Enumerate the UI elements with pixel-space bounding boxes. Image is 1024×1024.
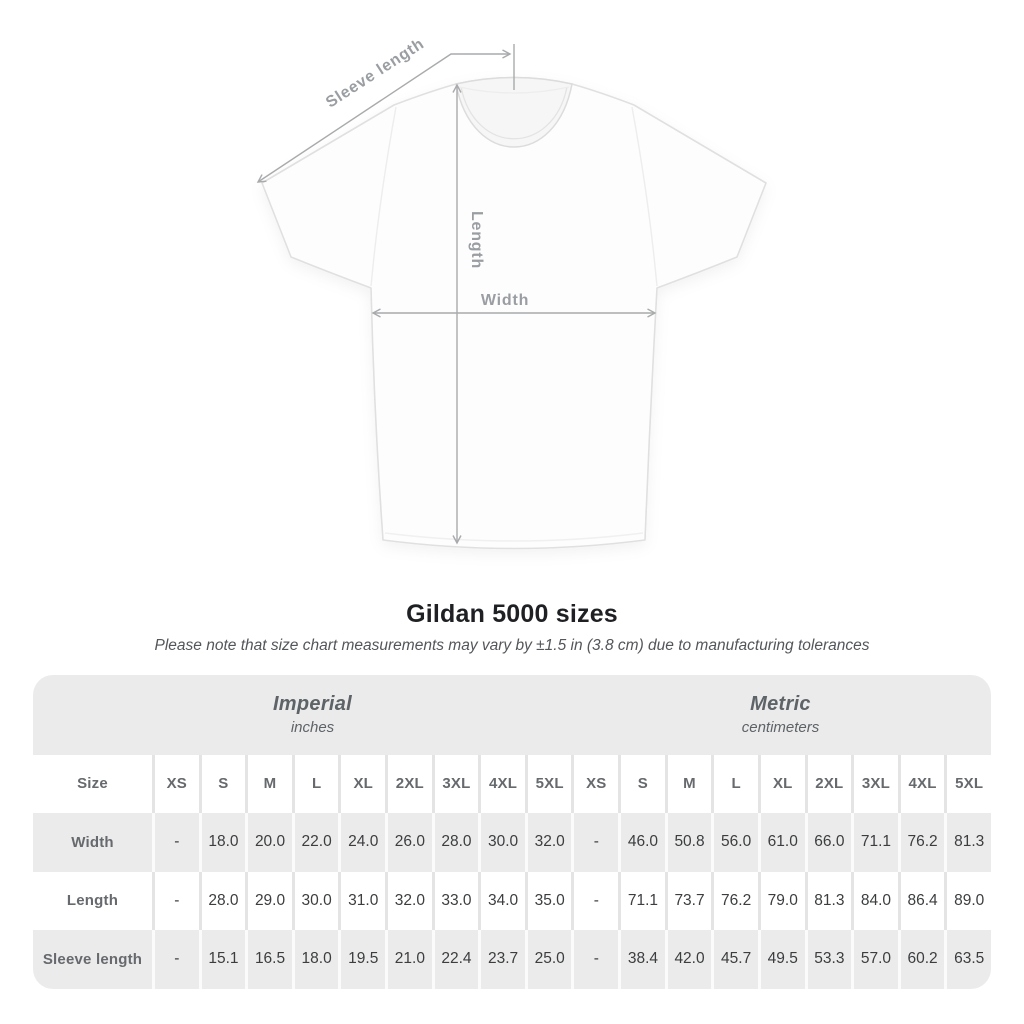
table-cell: 49.5 — [757, 930, 805, 989]
table-cell: 73.7 — [664, 871, 712, 931]
metric-size-header: 5XL — [944, 754, 991, 814]
tolerance-note: Please note that size chart measurements… — [154, 636, 870, 654]
table-cell: 25.0 — [524, 930, 572, 989]
table-cell: 81.3 — [804, 871, 852, 931]
imperial-size-header: XS — [152, 754, 199, 814]
imperial-header: Imperial inches — [33, 675, 578, 755]
table-cell: 24.0 — [338, 813, 385, 872]
imperial-size-header: L — [291, 754, 339, 814]
table-cell: 35.0 — [524, 871, 572, 931]
table-cell: 71.1 — [851, 813, 898, 872]
metric-size-header: S — [618, 754, 665, 814]
table-cell: 20.0 — [245, 813, 292, 872]
table-cell: - — [152, 813, 199, 872]
table-cell: 53.3 — [804, 930, 852, 989]
table-cell: 45.7 — [711, 930, 758, 989]
table-cell: 26.0 — [385, 813, 432, 872]
table-cell: 89.0 — [944, 871, 991, 931]
imperial-size-header: 5XL — [524, 754, 572, 814]
table-cell: 86.4 — [897, 871, 945, 931]
size-table: Imperial inches Metric centimeters Size … — [33, 674, 991, 989]
table-cell: 76.2 — [897, 813, 945, 872]
table-row-sleeve-length: Sleeve length - 15.1 16.5 18.0 19.5 21.0… — [33, 930, 991, 989]
imperial-size-header: 3XL — [431, 754, 479, 814]
table-cell: 33.0 — [431, 871, 479, 931]
imperial-size-header: 4XL — [478, 754, 525, 814]
table-cell: 57.0 — [851, 930, 898, 989]
imperial-size-header: S — [198, 754, 246, 814]
length-label: Length — [468, 211, 485, 269]
table-cell: 81.3 — [944, 813, 991, 872]
table-cell: 16.5 — [245, 930, 292, 989]
table-cell: 30.0 — [478, 813, 525, 872]
table-cell: 66.0 — [804, 813, 852, 872]
row-label: Width — [71, 833, 114, 851]
width-label: Width — [481, 292, 529, 309]
table-cell: 32.0 — [385, 871, 432, 931]
imperial-size-header: M — [245, 754, 292, 814]
table-cell: 22.0 — [291, 813, 339, 872]
table-cell: 29.0 — [245, 871, 292, 931]
metric-header: Metric centimeters — [578, 675, 991, 755]
tshirt-measurement-diagram: Sleeve length Length Width — [256, 35, 767, 550]
table-cell: 18.0 — [198, 813, 246, 872]
unit-header-row: Imperial inches Metric centimeters — [33, 674, 991, 755]
table-cell: 61.0 — [757, 813, 805, 872]
table-cell: 30.0 — [291, 871, 339, 931]
metric-size-header: M — [664, 754, 712, 814]
table-cell: - — [571, 930, 618, 989]
imperial-unit-label: inches — [290, 719, 335, 737]
imperial-size-header: 2XL — [385, 754, 432, 814]
table-cell: 60.2 — [897, 930, 945, 989]
metric-size-header: L — [711, 754, 758, 814]
sleeve-length-arrow — [256, 49, 512, 183]
table-cell: 19.5 — [338, 930, 385, 989]
table-cell: 28.0 — [198, 871, 246, 931]
table-cell: 42.0 — [664, 930, 712, 989]
table-cell: 56.0 — [711, 813, 758, 872]
table-cell: 34.0 — [478, 871, 525, 931]
table-cell: 18.0 — [291, 930, 339, 989]
metric-system-label: Metric — [750, 693, 811, 716]
table-row-width: Width - 18.0 20.0 22.0 24.0 26.0 28.0 30… — [33, 813, 991, 872]
table-cell: 21.0 — [385, 930, 432, 989]
table-cell: 28.0 — [431, 813, 479, 872]
table-cell: 22.4 — [431, 930, 479, 989]
table-cell: 63.5 — [944, 930, 991, 989]
hem-seam — [384, 532, 644, 542]
metric-size-header: XS — [571, 754, 618, 814]
table-cell: 46.0 — [618, 813, 665, 872]
size-header-row: Size XS S M L XL 2XL 3XL 4XL 5XL XS S M … — [33, 754, 991, 814]
table-cell: 38.4 — [618, 930, 665, 989]
table-cell: 84.0 — [851, 871, 898, 931]
table-cell: - — [152, 871, 199, 931]
table-cell: 71.1 — [618, 871, 665, 931]
table-cell: - — [571, 871, 618, 931]
right-sleeve-seam — [631, 106, 658, 287]
metric-unit-label: centimeters — [741, 719, 820, 737]
table-cell: - — [152, 930, 199, 989]
metric-size-header: 4XL — [897, 754, 945, 814]
page-title: Gildan 5000 sizes — [406, 600, 618, 628]
metric-size-header: 2XL — [804, 754, 852, 814]
table-cell: 15.1 — [198, 930, 246, 989]
table-cell: 50.8 — [664, 813, 712, 872]
imperial-system-label: Imperial — [272, 693, 353, 716]
table-cell: 79.0 — [757, 871, 805, 931]
table-cell: 23.7 — [478, 930, 525, 989]
row-label: Sleeve length — [42, 950, 143, 968]
imperial-size-header: XL — [338, 754, 385, 814]
size-column-header: Size — [77, 775, 108, 793]
row-label: Length — [66, 892, 119, 910]
table-cell: - — [571, 813, 618, 872]
metric-size-header: XL — [757, 754, 805, 814]
table-cell: 32.0 — [524, 813, 572, 872]
metric-size-header: 3XL — [851, 754, 898, 814]
table-cell: 76.2 — [711, 871, 758, 931]
tshirt-diagram-canvas: Sleeve length Length Width — [256, 35, 767, 550]
table-row-length: Length - 28.0 29.0 30.0 31.0 32.0 33.0 3… — [33, 871, 991, 931]
table-cell: 31.0 — [338, 871, 385, 931]
